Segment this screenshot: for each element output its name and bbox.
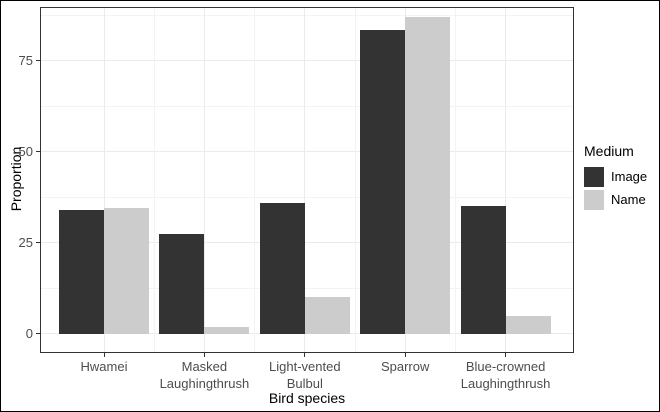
bar-name-2 bbox=[204, 326, 250, 334]
gridline-v-minor bbox=[454, 8, 456, 352]
legend-key-image bbox=[584, 167, 604, 187]
bar-image-3 bbox=[259, 202, 305, 334]
x-tick bbox=[304, 353, 306, 357]
gridline-h-minor bbox=[41, 105, 573, 107]
bar-name-4 bbox=[405, 17, 451, 334]
gridline-h-major bbox=[41, 151, 573, 153]
gridline-h-minor bbox=[41, 14, 573, 16]
x-tick bbox=[203, 353, 205, 357]
bar-name-5 bbox=[505, 315, 551, 334]
y-tick-label: 75 bbox=[18, 52, 33, 68]
gridline-h-major bbox=[41, 60, 573, 62]
bar-image-1 bbox=[59, 210, 104, 334]
gridline-v-major bbox=[103, 8, 105, 352]
y-tick-label: 25 bbox=[18, 234, 33, 250]
gridline-h-major bbox=[41, 242, 573, 244]
y-axis-title: Proportion bbox=[8, 146, 24, 212]
x-tick-label: Blue-crowned Laughingthrush bbox=[460, 359, 551, 391]
gridline-v-major bbox=[203, 8, 205, 352]
gridline-v-minor bbox=[153, 8, 155, 352]
bar-name-3 bbox=[304, 297, 350, 334]
x-tick-label: Hwamei bbox=[80, 359, 128, 374]
legend-label-image: Image bbox=[611, 169, 648, 184]
x-tick-label: Masked Laughingthrush bbox=[159, 359, 250, 391]
x-tick bbox=[404, 353, 406, 357]
legend-title: Medium bbox=[584, 143, 634, 159]
x-tick-label: Sparrow bbox=[380, 359, 430, 374]
x-axis-title: Bird species bbox=[268, 390, 346, 406]
bar-name-1 bbox=[104, 208, 149, 334]
gridline-v-major bbox=[505, 8, 507, 352]
gridline-v-minor bbox=[254, 8, 256, 352]
bar-image-4 bbox=[360, 29, 406, 334]
bar-image-5 bbox=[460, 206, 506, 334]
legend-label-name: Name bbox=[611, 192, 646, 207]
plot-panel bbox=[40, 7, 574, 353]
gridline-v-major bbox=[304, 8, 306, 352]
x-tick bbox=[505, 353, 507, 357]
gridline-h-minor bbox=[41, 196, 573, 198]
x-tick bbox=[103, 353, 105, 357]
legend-key-name bbox=[584, 190, 604, 210]
gridline-h-major bbox=[41, 333, 573, 335]
y-tick-label: 0 bbox=[25, 325, 33, 341]
legend-entry-name: Name bbox=[584, 190, 656, 210]
legend-entry-image: Image bbox=[584, 167, 656, 187]
gridline-h-minor bbox=[41, 287, 573, 289]
gridline-v-minor bbox=[354, 8, 356, 352]
legend: Medium Image Name bbox=[584, 143, 656, 213]
x-tick-label: Light-vented Bulbul bbox=[269, 359, 341, 391]
bar-image-2 bbox=[159, 233, 205, 334]
